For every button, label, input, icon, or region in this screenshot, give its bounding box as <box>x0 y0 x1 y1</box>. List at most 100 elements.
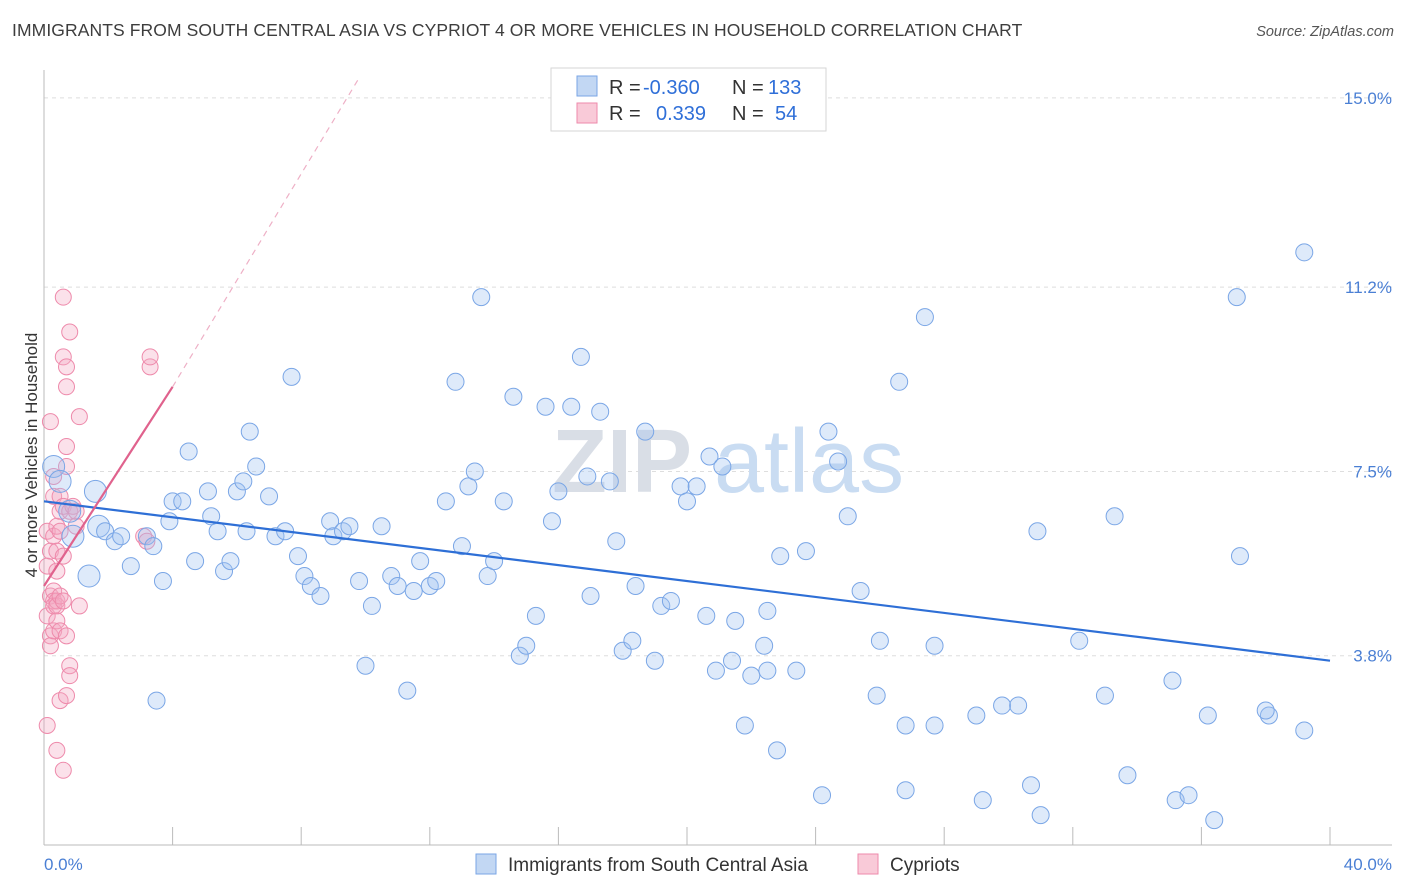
south-central-asia-point <box>247 457 266 476</box>
legend-bottom-label-2: Cypriots <box>890 855 960 876</box>
south-central-asia-point <box>1028 522 1047 541</box>
x-tick-label: 0.0% <box>44 855 83 874</box>
legend-top: R = -0.360 N = 133 R = 0.339 N = 54 <box>550 67 827 132</box>
south-central-asia-point <box>173 492 192 511</box>
south-central-asia-point <box>1031 806 1050 825</box>
south-central-asia-point <box>221 552 240 571</box>
cypriots-trend-extension <box>172 77 360 388</box>
cypriots-point <box>38 716 56 734</box>
south-central-asia-point <box>1227 288 1246 307</box>
south-central-asia-point <box>813 786 832 805</box>
legend-bottom-label-1: Immigrants from South Central Asia <box>508 855 808 876</box>
south-central-asia-point <box>1259 706 1278 725</box>
south-central-asia-point <box>452 537 471 556</box>
south-central-asia-point <box>350 572 369 591</box>
south-central-asia-point <box>661 591 680 610</box>
cypriots-point <box>51 587 69 605</box>
legend-bottom: Immigrants from South Central Asia Cypri… <box>475 853 960 876</box>
cypriots-point <box>58 438 76 456</box>
south-central-asia-point <box>896 716 915 735</box>
south-central-asia-point <box>77 564 101 588</box>
south-central-asia-point <box>838 507 857 526</box>
cypriots-point <box>58 687 76 705</box>
cypriots-point <box>70 408 88 426</box>
south-central-asia-point <box>1009 696 1028 715</box>
cypriots-point <box>48 562 66 580</box>
south-central-asia-point <box>436 492 455 511</box>
south-central-asia-point <box>636 422 655 441</box>
cypriots-point <box>48 741 66 759</box>
south-central-asia-point <box>600 472 619 491</box>
south-central-asia-point <box>266 527 285 546</box>
y-axis-label: 4 or more Vehicles in Household <box>22 333 41 578</box>
south-central-asia-point <box>1118 766 1137 785</box>
south-central-asia-point <box>993 696 1012 715</box>
south-central-asia-point <box>851 581 870 600</box>
south-central-asia-point <box>147 691 166 710</box>
south-central-asia-point <box>494 492 513 511</box>
south-central-asia-point <box>1198 706 1217 725</box>
south-central-asia-point <box>915 308 934 327</box>
x-tick-label: 40.0% <box>1344 855 1392 874</box>
south-central-asia-point <box>163 492 182 511</box>
south-central-asia-point <box>581 586 600 605</box>
south-central-asia-point <box>478 567 497 586</box>
south-central-asia-point <box>215 562 234 581</box>
south-central-asia-point <box>623 631 642 650</box>
south-central-asia-point <box>713 457 732 476</box>
legend-n-value-2: 54 <box>775 103 797 125</box>
legend-swatch-blue <box>576 75 598 97</box>
y-tick-label: 15.0% <box>1344 89 1392 108</box>
south-central-asia-point <box>42 454 66 478</box>
cypriots-trend-line <box>43 386 174 587</box>
south-central-asia-point <box>411 552 430 571</box>
south-central-asia-point <box>137 527 156 546</box>
south-central-asia-point <box>362 596 381 615</box>
cypriots-point <box>70 597 88 615</box>
south-central-asia-point <box>282 367 301 386</box>
south-central-asia-point <box>427 572 446 591</box>
south-central-asia-point <box>465 462 484 481</box>
south-central-asia-point <box>925 636 944 655</box>
south-central-asia-point <box>446 372 465 391</box>
south-central-asia-point <box>1022 776 1041 795</box>
south-central-asia-point <box>700 447 719 466</box>
south-central-asia-point <box>48 469 72 493</box>
south-central-asia-point <box>398 681 417 700</box>
south-central-asia-point <box>697 606 716 625</box>
south-central-asia-point <box>723 651 742 670</box>
y-tick-label: 7.5% <box>1353 462 1392 481</box>
y-tick-label: 11.2% <box>1345 278 1392 297</box>
south-central-asia-point <box>967 706 986 725</box>
south-central-asia-point <box>626 577 645 596</box>
south-central-asia-point <box>607 532 626 551</box>
south-central-asia-point <box>652 596 671 615</box>
south-central-asia-point <box>787 661 806 680</box>
south-central-asia-point <box>510 646 529 665</box>
cypriots-point <box>51 522 69 540</box>
south-central-asia-trend-line <box>43 500 1331 662</box>
legend-n-label-1: N = <box>732 77 764 99</box>
cypriots-point <box>45 622 63 640</box>
south-central-asia-point <box>726 611 745 630</box>
cypriots-point <box>61 502 79 520</box>
south-central-asia-point <box>144 537 163 556</box>
south-central-asia-point <box>870 631 889 650</box>
south-central-asia-point <box>311 586 330 605</box>
south-central-asia-point <box>613 641 632 660</box>
south-central-asia-point <box>179 442 198 461</box>
cypriots-points <box>38 288 159 779</box>
source-credit: Source: ZipAtlas.com <box>1256 24 1394 40</box>
cypriots-point <box>48 592 66 610</box>
south-central-asia-point <box>678 492 696 511</box>
south-central-asia-point <box>301 577 320 596</box>
south-central-asia-point <box>571 347 590 366</box>
trend-lines <box>43 77 1331 662</box>
south-central-asia-point <box>735 716 754 735</box>
south-central-asia-point <box>288 547 307 566</box>
south-central-asia-point <box>1070 631 1089 650</box>
south-central-asia-point <box>240 422 259 441</box>
south-central-asia-point <box>208 522 227 541</box>
south-central-asia-point <box>896 781 915 800</box>
